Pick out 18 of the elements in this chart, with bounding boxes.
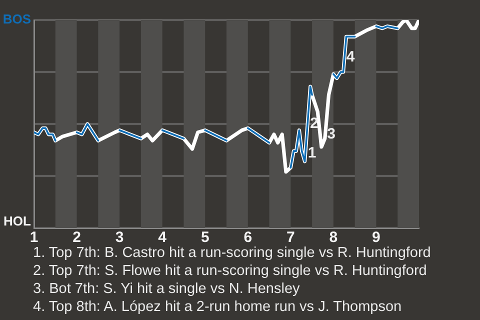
text: 1. Top 7th: B. Castro hit a run-scoring single vs R. Huntingford <box>33 244 431 262</box>
x-tick-label: 7 <box>286 229 295 246</box>
x-tick-label: 8 <box>329 229 338 246</box>
x-tick-label: 4 <box>158 229 168 246</box>
x-tick-label: 1 <box>30 229 38 246</box>
text: BOS <box>2 12 32 27</box>
text: 4. Top 8th: A. López hit a 2-run home run vs J. Thompson <box>33 298 403 316</box>
text: HOL <box>4 214 32 229</box>
x-tick-label: 3 <box>115 229 124 246</box>
x-tick-label: 6 <box>244 229 252 246</box>
annotation: 4 <box>346 48 356 66</box>
x-tick-label: 5 <box>200 229 210 246</box>
x-tick-label: 2 <box>72 229 81 246</box>
annotation: 1 <box>308 144 316 162</box>
x-tick-label: 9 <box>372 229 380 246</box>
text: 3. Bot 7th: S. Yi hit a single vs N. Hensley <box>33 280 301 298</box>
text: 2. Top 7th: S. Flowe hit a run-scoring single vs R. Huntingford <box>33 262 428 280</box>
annotation: 3 <box>327 126 336 143</box>
